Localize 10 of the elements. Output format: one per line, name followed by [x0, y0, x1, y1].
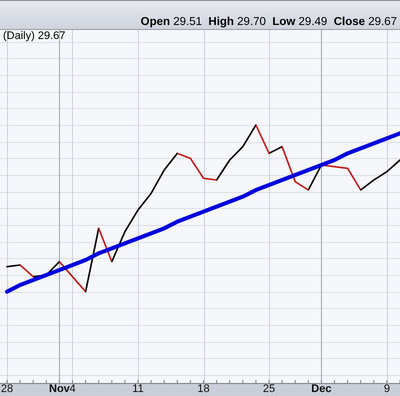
x-tick-label: 4 [69, 382, 76, 395]
x-tick-label: 25 [262, 382, 276, 395]
chart-subtitle: Open 29.51 High 29.70 Low 29.49 Close 29.67 [140, 16, 397, 28]
x-tick-label: Dec [311, 382, 332, 395]
text: (Daily) 29.67 [3, 30, 66, 42]
x-tick-label: Nov [49, 382, 71, 395]
x-tick-label: 9 [384, 382, 390, 395]
x-tick-label: 28 [0, 382, 14, 395]
x-tick-label: 18 [197, 382, 210, 395]
x-tick-label: 11 [132, 382, 144, 395]
